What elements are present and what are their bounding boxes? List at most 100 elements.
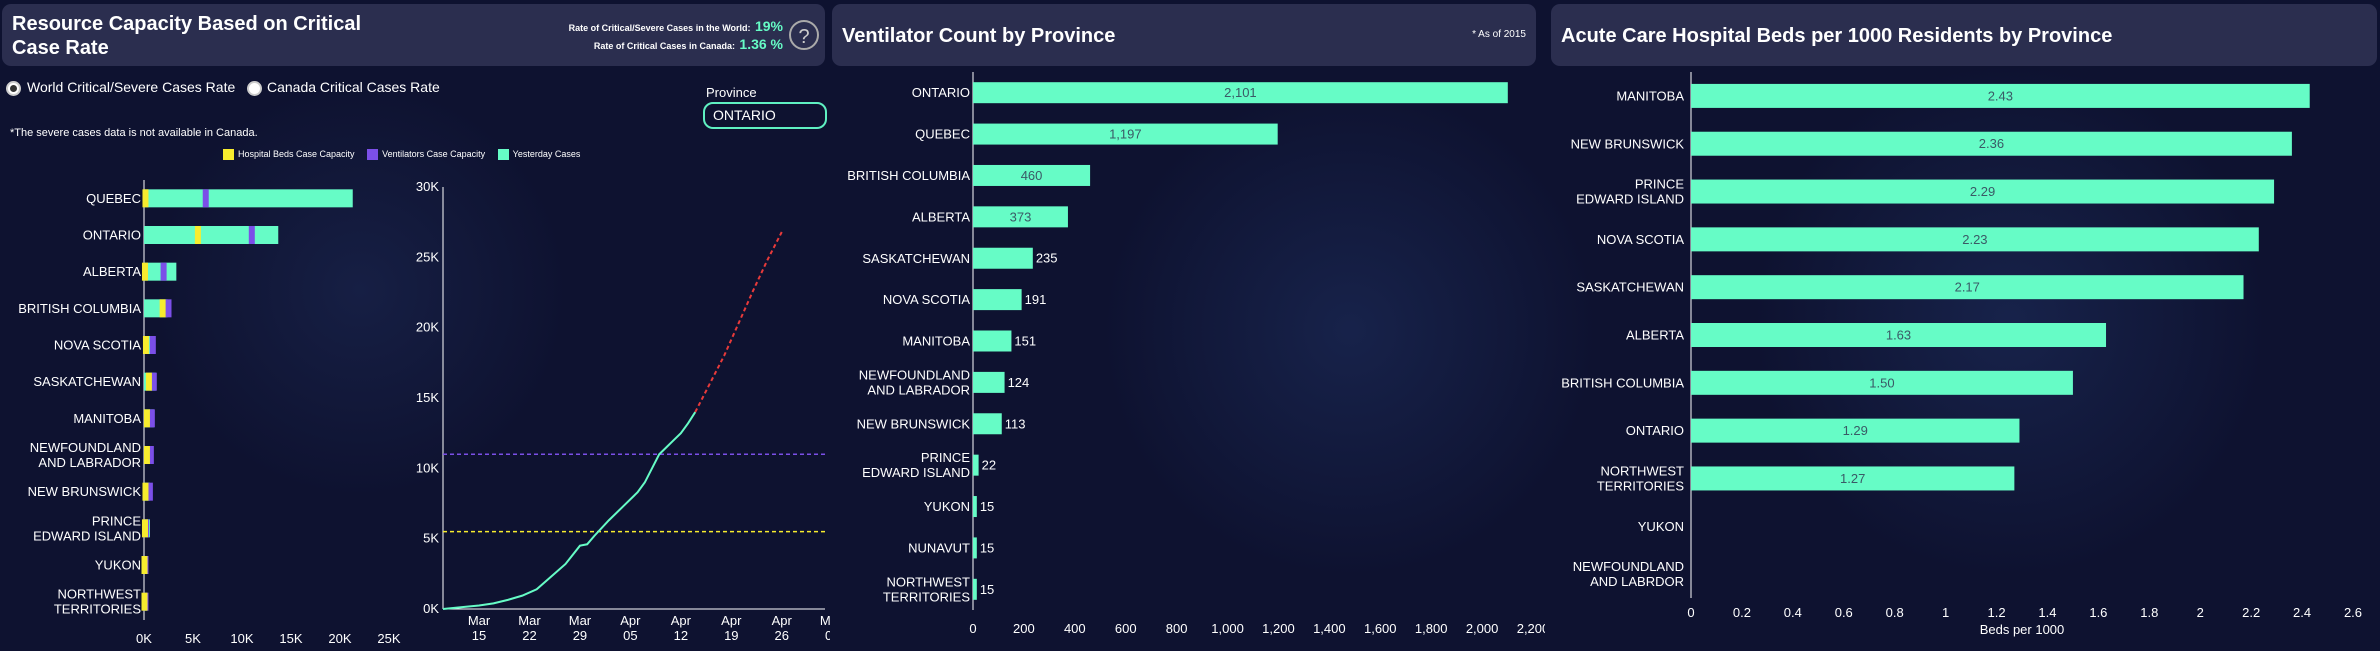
resource-capacity-panel: Resource Capacity Based on Critical Case… bbox=[0, 0, 830, 651]
ventilators-capacity-marker bbox=[160, 262, 167, 281]
x-tick-label: Mar 15 bbox=[468, 613, 491, 643]
x-tick-label: 2 bbox=[2197, 605, 2204, 620]
category-label: NOVA SCOTIA bbox=[883, 292, 970, 307]
ventilator-value-label: 2,101 bbox=[1224, 85, 1257, 100]
legend-label: Ventilators Case Capacity bbox=[382, 149, 486, 159]
x-tick-label: 15K bbox=[279, 631, 302, 646]
province-label: Province bbox=[706, 85, 757, 100]
y-tick-label: 25K bbox=[416, 249, 439, 264]
category-label: MANITOBA bbox=[1616, 88, 1684, 103]
panel-header: Resource Capacity Based on Critical Case… bbox=[2, 4, 825, 66]
category-label: ALBERTA bbox=[83, 264, 141, 279]
panel-title: Resource Capacity Based on Critical Case… bbox=[12, 13, 362, 59]
yesterday-cases-bar bbox=[144, 262, 177, 281]
x-tick-label: 400 bbox=[1064, 621, 1086, 636]
ventilator-bar-chart: 0 200 400 600 800 1,000 1,200 1,400 1,600 1,800 2,… bbox=[847, 72, 1545, 636]
world-rate-label: Rate of Critical/Severe Cases in the Wor… bbox=[568, 23, 751, 33]
ventilator-value-label: 460 bbox=[1021, 168, 1043, 183]
ventilators-capacity-marker bbox=[149, 336, 156, 354]
category-label: QUEBEC bbox=[915, 127, 970, 142]
legend-swatch-green bbox=[497, 149, 509, 161]
x-tick-label: Apr 26 bbox=[772, 613, 793, 643]
cases-line-chart: 0K 5K 10K 15K 20K 25K 30K Mar 15 Mar 22 Mar 29 Apr 05 A… bbox=[416, 179, 830, 643]
ventilator-bar bbox=[973, 164, 1091, 186]
ventilator-bar bbox=[973, 578, 977, 600]
hospital-beds-capacity-marker bbox=[141, 262, 148, 281]
category-label: QUEBEC bbox=[86, 191, 141, 206]
canada-rate: Rate of Critical Cases in Canada: 1.36 % bbox=[594, 36, 783, 54]
category-label: BRITISH COLUMBIA bbox=[1561, 375, 1684, 390]
ventilator-value-label: 235 bbox=[1036, 251, 1058, 266]
x-tick-label: 800 bbox=[1166, 621, 1188, 636]
x-tick-label: 25K bbox=[377, 631, 400, 646]
hospital-beds-capacity-marker bbox=[141, 556, 148, 574]
panel-title: Ventilator Count by Province bbox=[842, 25, 1116, 47]
world-rate-value: 19% bbox=[754, 18, 783, 34]
x-tick-label: 0.4 bbox=[1784, 605, 1802, 620]
cases-line bbox=[442, 411, 697, 610]
category-label: SASKATCHEWAN bbox=[1576, 280, 1684, 295]
category-label: NORTHWEST TERRITORIES bbox=[54, 587, 141, 617]
hospital-beds-capacity-marker bbox=[145, 372, 152, 391]
category-label: PRINCE EDWARD ISLAND bbox=[33, 513, 141, 543]
hospital-beds-value-label: 2.43 bbox=[1988, 88, 2013, 103]
x-tick-label: Mar 29 bbox=[569, 613, 592, 643]
hospital-beds-bar bbox=[1691, 370, 2073, 395]
capacity-bar-chart: 0K 5K 10K 15K 20K 25K QUEBEC ONTARIO ALBERTA BRIT… bbox=[18, 180, 401, 646]
yesterday-cases-bar bbox=[144, 226, 279, 244]
category-label: MANITOBA bbox=[902, 334, 970, 349]
hospital-beds-bar bbox=[1691, 227, 2259, 252]
x-tick-label: 0.8 bbox=[1886, 605, 1904, 620]
hospital-beds-bar bbox=[1691, 323, 2107, 347]
x-axis-label: Beds per 1000 bbox=[1980, 622, 2065, 637]
yesterday-cases-bar bbox=[144, 189, 353, 208]
canada-rate-value: 1.36 % bbox=[739, 36, 783, 52]
question-circle-icon[interactable]: ? bbox=[789, 20, 819, 50]
category-label: ONTARIO bbox=[912, 85, 970, 100]
category-label: NOVA SCOTIA bbox=[54, 338, 141, 353]
x-tick-label: May03 bbox=[820, 613, 830, 643]
x-tick-label: Apr 05 bbox=[620, 613, 641, 643]
radio-canada-label[interactable]: Canada Critical Cases Rate bbox=[267, 79, 440, 95]
ventilators-capacity-marker bbox=[148, 409, 155, 428]
ventilator-bar bbox=[973, 289, 1022, 311]
category-label: ONTARIO bbox=[83, 228, 141, 243]
ventilators-capacity-marker bbox=[147, 446, 154, 464]
province-select[interactable]: ONTARIO bbox=[703, 102, 827, 129]
ventilator-bar bbox=[973, 206, 1068, 228]
x-tick-label: 0K bbox=[136, 631, 152, 646]
panel-header: Ventilator Count by Province * As of 201… bbox=[832, 4, 1536, 66]
category-label: NORTHWEST TERRITORIES bbox=[1597, 464, 1684, 494]
category-label: ALBERTA bbox=[912, 209, 970, 224]
radio-canada-rate[interactable] bbox=[247, 81, 262, 96]
hospital-beds-capacity-marker bbox=[143, 446, 150, 464]
category-label: NEWFOUNDLAND AND LABRADOR bbox=[859, 367, 970, 397]
panel-header: Acute Care Hospital Beds per 1000 Reside… bbox=[1551, 4, 2377, 66]
hospital-beds-capacity-marker bbox=[142, 482, 149, 501]
ventilator-value-label: 151 bbox=[1014, 334, 1036, 349]
category-label: ALBERTA bbox=[1626, 328, 1684, 343]
hospital-beds-value-label: 2.17 bbox=[1955, 280, 1980, 295]
radio-world-label[interactable]: World Critical/Severe Cases Rate bbox=[27, 79, 236, 95]
x-tick-label: 200 bbox=[1013, 621, 1035, 636]
legend: Hospital Beds Case Capacity Ventilators … bbox=[223, 149, 580, 161]
category-label: YUKON bbox=[95, 558, 141, 573]
hospital-beds-capacity-marker bbox=[141, 519, 148, 538]
x-tick-label: 1,400 bbox=[1313, 621, 1346, 636]
x-tick-label: 2.6 bbox=[2344, 605, 2362, 620]
x-tick-label: 0 bbox=[969, 621, 976, 636]
hospital-beds-bar-chart: 0 0.2 0.4 0.6 0.8 1 1.2 1.4 1.6 1.8 2 2.2 2.4 2.6 Beds… bbox=[1561, 72, 2362, 637]
ventilators-capacity-marker bbox=[248, 226, 255, 244]
x-tick-label: 0.6 bbox=[1835, 605, 1853, 620]
x-tick-label: 1.4 bbox=[2038, 605, 2056, 620]
radio-world-rate[interactable] bbox=[6, 81, 21, 96]
category-label: BRITISH COLUMBIA bbox=[18, 301, 141, 316]
hospital-beds-capacity-marker bbox=[143, 409, 150, 428]
x-tick-label: 1.2 bbox=[1987, 605, 2005, 620]
x-tick-label: 2.2 bbox=[2242, 605, 2260, 620]
ventilators-capacity-marker bbox=[150, 372, 157, 391]
x-tick-label: 1,800 bbox=[1415, 621, 1448, 636]
category-label: ONTARIO bbox=[1626, 423, 1684, 438]
hospital-beds-value-label: 2.29 bbox=[1970, 184, 1995, 199]
panel-title: Acute Care Hospital Beds per 1000 Reside… bbox=[1561, 25, 2113, 47]
